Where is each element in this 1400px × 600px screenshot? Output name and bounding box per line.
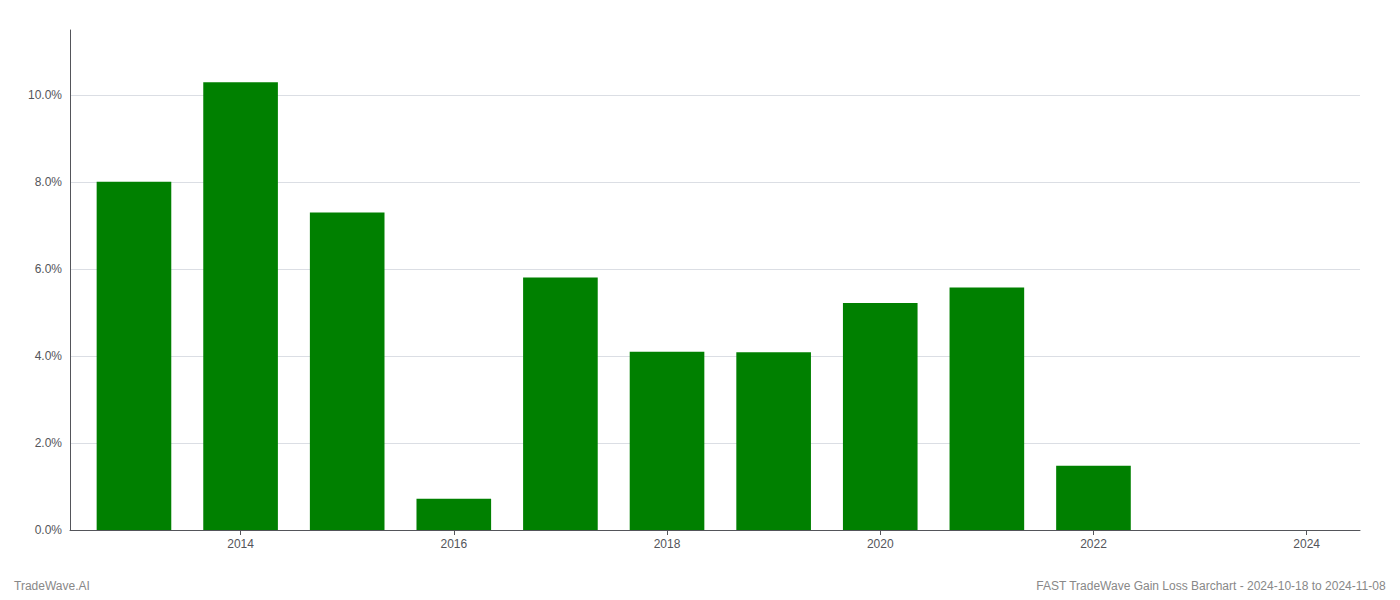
svg-text:FAST TradeWave Gain Loss Barch: FAST TradeWave Gain Loss Barchart - 2024… — [1036, 579, 1386, 593]
svg-text:2016: 2016 — [440, 537, 467, 551]
svg-text:2.0%: 2.0% — [35, 436, 63, 450]
svg-text:2024: 2024 — [1293, 537, 1320, 551]
svg-text:10.0%: 10.0% — [28, 88, 62, 102]
svg-text:6.0%: 6.0% — [35, 262, 63, 276]
svg-text:2018: 2018 — [654, 537, 681, 551]
svg-text:TradeWave.AI: TradeWave.AI — [14, 579, 90, 593]
svg-text:8.0%: 8.0% — [35, 175, 63, 189]
svg-text:4.0%: 4.0% — [35, 349, 63, 363]
svg-text:2014: 2014 — [227, 537, 254, 551]
svg-text:2022: 2022 — [1080, 537, 1107, 551]
svg-text:0.0%: 0.0% — [35, 523, 63, 537]
svg-text:2020: 2020 — [867, 537, 894, 551]
